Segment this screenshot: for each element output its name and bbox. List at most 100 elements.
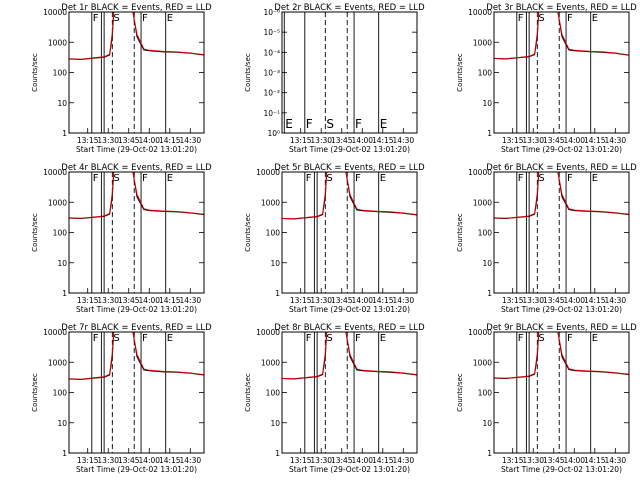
x-tick-label: 13:45 xyxy=(543,296,565,305)
y-tick-label: 100 xyxy=(266,229,281,238)
time-marker-label: E xyxy=(285,117,293,131)
x-tick-label: 13:30 xyxy=(310,136,332,145)
time-marker-label: F xyxy=(306,333,312,344)
x-tick-label: 14:15 xyxy=(372,136,394,145)
y-axis-label: Counts/sec xyxy=(456,373,464,412)
y-tick-label: 1000 xyxy=(48,198,67,207)
time-marker-label: E xyxy=(167,13,173,24)
x-tick-label: 13:45 xyxy=(118,296,140,305)
x-tick-label: 13:15 xyxy=(77,456,99,465)
x-tick-label: 14:15 xyxy=(159,136,181,145)
x-tick-label: 13:30 xyxy=(310,296,332,305)
y-tick-label: 10 xyxy=(57,99,67,108)
x-axis-label: Start Time (29-Oct-02 13:01:20) xyxy=(501,305,622,314)
x-tick-label: 13:15 xyxy=(502,456,524,465)
time-marker-label: F xyxy=(518,173,524,184)
y-axis-label: Counts/sec xyxy=(456,53,464,92)
time-marker-label: E xyxy=(380,117,388,131)
time-marker-label: E xyxy=(592,13,598,24)
x-tick-label: 14:00 xyxy=(138,296,160,305)
panel-title: Det 8r BLACK = Events, RED = LLD xyxy=(274,323,425,333)
time-marker-label: S xyxy=(538,333,544,344)
y-tick-label: 1 xyxy=(487,129,492,138)
x-tick-label: 14:00 xyxy=(563,296,585,305)
time-marker-label: F xyxy=(355,117,362,131)
x-tick-label: 14:30 xyxy=(180,456,202,465)
y-axis-label: Counts/sec xyxy=(244,53,252,92)
time-marker-label: F xyxy=(93,13,99,24)
series-lld xyxy=(494,12,629,60)
x-tick-label: 14:15 xyxy=(372,456,394,465)
x-tick-label: 14:15 xyxy=(584,456,606,465)
x-tick-label: 13:15 xyxy=(77,136,99,145)
x-tick-label: 14:30 xyxy=(605,456,627,465)
x-tick-label: 14:00 xyxy=(351,296,373,305)
x-tick-label: 13:30 xyxy=(97,136,119,145)
series-lld xyxy=(69,332,204,380)
time-marker-label: S xyxy=(326,333,332,344)
x-tick-label: 13:45 xyxy=(543,136,565,145)
x-tick-label: 13:45 xyxy=(331,456,353,465)
time-marker-label: F xyxy=(518,13,524,24)
y-tick-label: 10⁰ xyxy=(267,129,280,138)
y-tick-label: 100 xyxy=(478,229,493,238)
time-marker-label: E xyxy=(380,173,386,184)
time-marker-label: E xyxy=(380,333,386,344)
y-tick-label: 10 xyxy=(482,259,492,268)
panel-title: Det 2r BLACK = Events, RED = LLD xyxy=(274,3,425,13)
x-tick-label: 13:45 xyxy=(331,296,353,305)
y-tick-label: 1000 xyxy=(48,358,67,367)
time-marker-label: F xyxy=(142,173,148,184)
y-tick-label: 1 xyxy=(487,449,492,458)
x-tick-label: 14:15 xyxy=(159,296,181,305)
y-tick-label: 1000 xyxy=(473,358,492,367)
y-tick-label: 100 xyxy=(266,389,281,398)
series-lld xyxy=(69,172,204,219)
series-events xyxy=(494,332,629,380)
x-axis-label: Start Time (29-Oct-02 13:01:20) xyxy=(289,145,410,154)
y-tick-label: 10 xyxy=(57,259,67,268)
y-tick-label: 10000 xyxy=(256,168,280,177)
series-events xyxy=(69,172,204,220)
x-tick-label: 14:15 xyxy=(159,456,181,465)
y-tick-label: 10 xyxy=(57,419,67,428)
series-lld xyxy=(69,12,204,60)
x-axis-label: Start Time (29-Oct-02 13:01:20) xyxy=(289,305,410,314)
x-tick-label: 13:30 xyxy=(97,296,119,305)
y-tick-label: 1000 xyxy=(261,198,280,207)
y-tick-label: 10000 xyxy=(256,328,280,337)
x-tick-label: 14:00 xyxy=(351,456,373,465)
y-tick-label: 10 xyxy=(270,259,280,268)
time-marker-label: F xyxy=(93,173,99,184)
time-marker-label: E xyxy=(167,173,173,184)
time-marker-label: S xyxy=(113,173,119,184)
x-tick-label: 13:15 xyxy=(502,296,524,305)
y-tick-label: 1 xyxy=(275,449,280,458)
y-axis-label: Counts/sec xyxy=(31,213,39,252)
y-tick-label: 1000 xyxy=(261,358,280,367)
x-tick-label: 13:15 xyxy=(290,296,312,305)
y-tick-label: 100 xyxy=(53,229,68,238)
y-tick-label: 10⁻⁶ xyxy=(263,8,280,17)
time-marker-label: E xyxy=(167,333,173,344)
y-tick-label: 1 xyxy=(275,289,280,298)
series-lld xyxy=(494,332,629,379)
y-tick-label: 1000 xyxy=(48,38,67,47)
x-axis-label: Start Time (29-Oct-02 13:01:20) xyxy=(76,305,197,314)
x-tick-label: 14:30 xyxy=(393,136,415,145)
y-tick-label: 10000 xyxy=(43,168,67,177)
time-marker-label: F xyxy=(142,13,148,24)
y-axis-label: Counts/sec xyxy=(244,373,252,412)
time-marker-label: S xyxy=(326,117,334,131)
time-marker-label: F xyxy=(567,173,573,184)
panel-title: Det 6r BLACK = Events, RED = LLD xyxy=(486,163,637,173)
time-marker-label: F xyxy=(306,117,313,131)
x-tick-label: 14:30 xyxy=(393,296,415,305)
